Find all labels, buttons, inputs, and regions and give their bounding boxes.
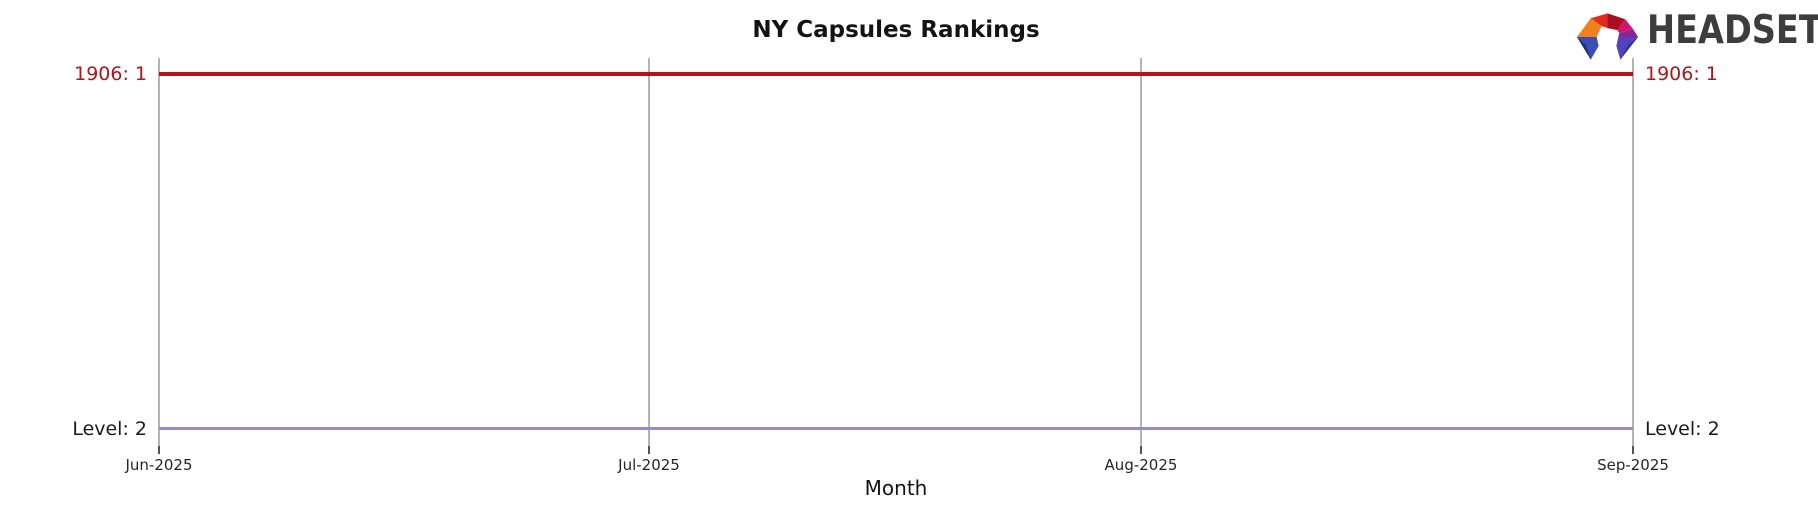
x-tick-label-jun: Jun-2025 xyxy=(125,456,193,474)
series-label-1906-left: 1906: 1 xyxy=(74,63,147,85)
x-tick-label-aug: Aug-2025 xyxy=(1104,456,1178,474)
gridline-sep xyxy=(1632,58,1634,446)
chart-title: NY Capsules Rankings xyxy=(752,17,1040,43)
x-tick-sep xyxy=(1632,446,1634,454)
series-line-1906 xyxy=(159,72,1633,76)
headset-logo-icon xyxy=(1577,13,1639,60)
series-label-1906-right: 1906: 1 xyxy=(1645,63,1718,85)
gridline-aug xyxy=(1140,58,1142,446)
series-line-level xyxy=(159,427,1633,430)
headset-logo: HEADSET xyxy=(1577,8,1818,62)
series-label-level-left: Level: 2 xyxy=(72,418,147,440)
x-tick-label-jul: Jul-2025 xyxy=(618,456,680,474)
gridline-jul xyxy=(648,58,650,446)
headset-logo-text: HEADSET xyxy=(1647,8,1818,53)
x-tick-jun xyxy=(158,446,160,454)
x-tick-label-sep: Sep-2025 xyxy=(1597,456,1669,474)
series-label-level-right: Level: 2 xyxy=(1645,418,1720,440)
x-tick-jul xyxy=(648,446,650,454)
gridline-jun xyxy=(158,58,160,446)
x-axis-label: Month xyxy=(864,476,928,500)
x-tick-aug xyxy=(1140,446,1142,454)
